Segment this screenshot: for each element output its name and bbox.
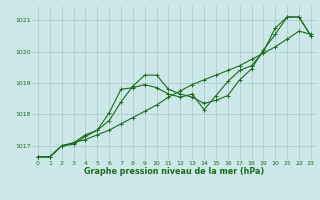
X-axis label: Graphe pression niveau de la mer (hPa): Graphe pression niveau de la mer (hPa) bbox=[84, 167, 265, 176]
